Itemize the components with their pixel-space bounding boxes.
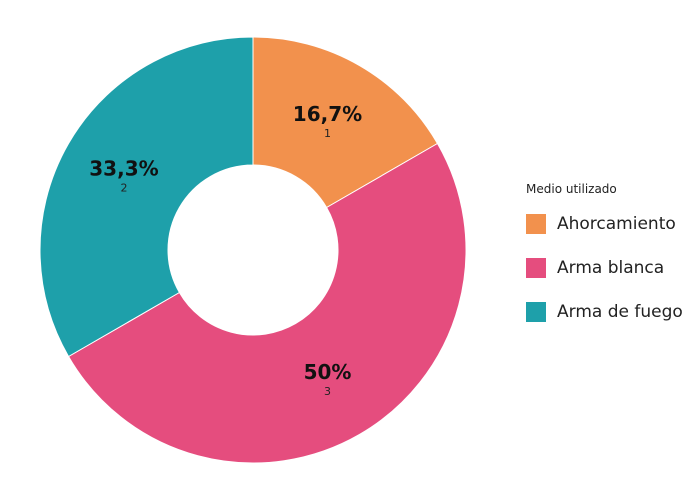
- slice-arma-blanca[interactable]: [67, 142, 467, 464]
- legend-swatch: [526, 258, 546, 278]
- legend-swatch: [526, 214, 546, 234]
- slice-percent-label: 16,7%: [293, 102, 362, 126]
- slice-count-label: 1: [324, 127, 331, 140]
- slice-count-label: 3: [324, 385, 331, 398]
- legend-item-arma-blanca[interactable]: Arma blanca: [526, 246, 683, 290]
- legend-item-arma-de-fuego[interactable]: Arma de fuego: [526, 290, 683, 334]
- slice-percent-label: 33,3%: [89, 157, 158, 181]
- slice-percent-label: 50%: [304, 360, 352, 384]
- legend-label: Ahorcamiento: [557, 214, 676, 234]
- legend-item-ahorcamiento[interactable]: Ahorcamiento: [526, 202, 683, 246]
- legend-label: Arma blanca: [557, 258, 665, 278]
- legend-title: Medio utilizado: [526, 182, 617, 196]
- legend-label: Arma de fuego: [557, 302, 683, 322]
- legend: Medio utilizado Ahorcamiento Arma blanca…: [526, 182, 683, 334]
- slice-arma-de-fuego[interactable]: [39, 36, 254, 358]
- slice-ahorcamiento[interactable]: [252, 36, 439, 209]
- legend-swatch: [526, 302, 546, 322]
- slice-count-label: 2: [120, 182, 127, 195]
